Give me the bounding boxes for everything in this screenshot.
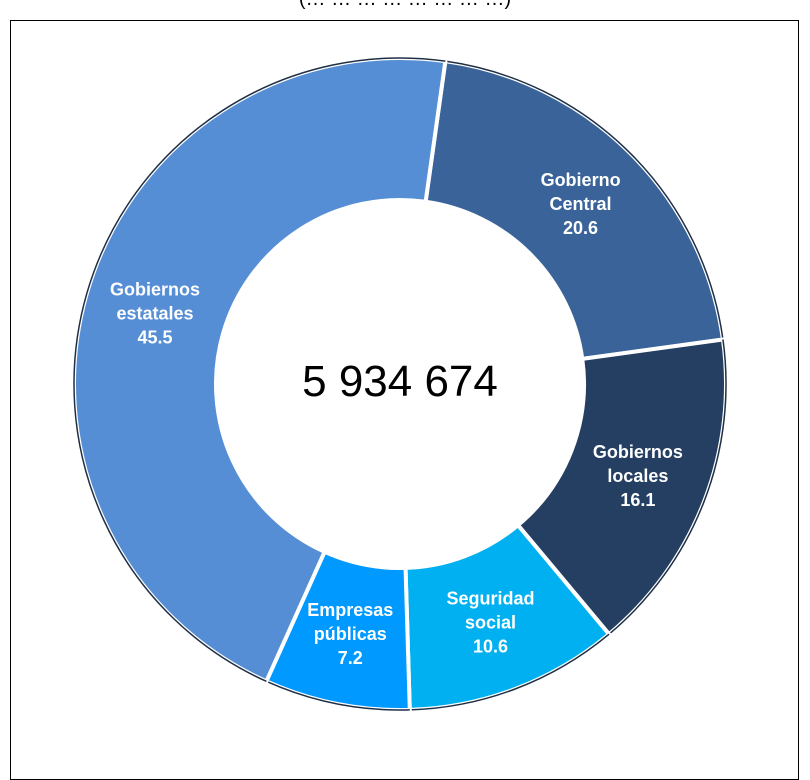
value-label-seguridad-social: 10.6	[473, 636, 508, 656]
slice-edge-gobierno-central	[445, 60, 724, 340]
value-label-gobierno-central: 20.6	[563, 218, 598, 238]
name-label-gobierno-central: Gobierno	[541, 170, 621, 190]
name-label-gobierno-central: Central	[550, 194, 612, 214]
name-label-gobiernos-estatales: estatales	[116, 303, 193, 323]
slice-edge-gobiernos-locales	[608, 339, 727, 635]
name-label-gobiernos-locales: Gobiernos	[593, 442, 683, 462]
donut-slices	[72, 56, 728, 712]
name-label-seguridad-social: social	[465, 612, 516, 632]
name-label-gobiernos-locales: locales	[607, 466, 668, 486]
value-label-gobiernos-estatales: 45.5	[137, 327, 172, 347]
donut-chart: Gobierno Central 20.6 Gobiernos locales 16.1 S…	[72, 56, 728, 712]
name-label-seguridad-social: Seguridad	[447, 588, 535, 608]
value-label-empresas-publicas: 7.2	[338, 648, 363, 668]
top-caption: (… … … … … … … …)	[0, 0, 810, 11]
name-label-empresas-publicas: públicas	[314, 624, 387, 644]
slice-edge-seguridad-social	[409, 633, 610, 711]
value-label-gobiernos-locales: 16.1	[620, 490, 655, 510]
slice-labels: Gobierno Central 20.6 Gobiernos locales 16.1 S…	[110, 170, 683, 668]
name-label-gobiernos-estatales: Gobiernos	[110, 279, 200, 299]
slice-edge-gobiernos-estatales	[73, 57, 446, 683]
slice-edge-empresas-publicas	[266, 680, 410, 711]
center-total: 5 934 674	[302, 357, 498, 406]
name-label-empresas-publicas: Empresas	[307, 600, 393, 620]
